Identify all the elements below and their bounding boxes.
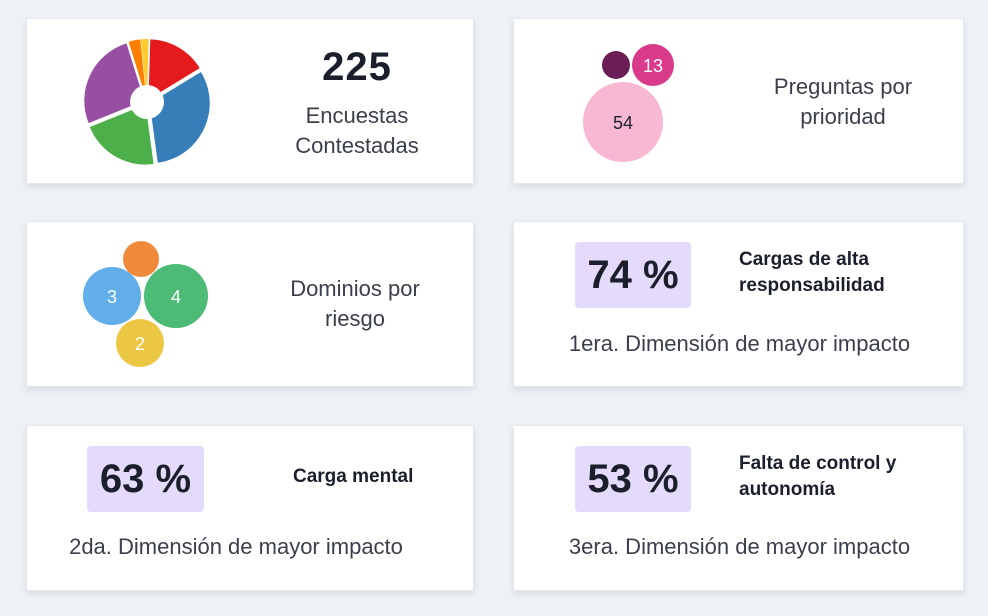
pie-slice-green — [89, 104, 154, 165]
surveys-card: 225 Encuestas Contestadas — [26, 18, 474, 184]
pie-slice-red — [148, 39, 200, 100]
surveys-label-line1: Encuestas — [305, 103, 409, 128]
priority-label-line1: Preguntas por — [773, 74, 913, 99]
bubble-4-label: 4 — [171, 287, 181, 307]
dimension2-card: 63 % Carga mental 2da. Dimensión de mayo… — [26, 425, 474, 591]
dimension1-subtitle: 1era. Dimensión de mayor impacto — [568, 331, 911, 356]
bubble-54-label: 54 — [613, 113, 633, 133]
priority-label-line2: prioridad — [800, 104, 886, 129]
dimension1-percent-badge: 74 % — [575, 242, 691, 308]
dimension3-percent-badge: 53 % — [575, 446, 691, 512]
domains-label-line2: riesgo — [325, 306, 385, 331]
surveys-count: 225 — [322, 45, 392, 89]
domains-card: 3 4 2 Dominios por riesgo — [26, 221, 474, 387]
dimension2-subtitle: 2da. Dimensión de mayor impacto — [69, 534, 403, 559]
dimension3-title-line1: Falta de control y — [739, 453, 897, 474]
dimension3-card: 53 % Falta de control y autonomía 3era. … — [513, 425, 964, 591]
bubble-3 — [83, 267, 141, 325]
surveys-label-line2: Contestadas — [295, 133, 419, 158]
pie-center-hole — [130, 85, 164, 119]
domains-bubble-chart: 3 4 2 — [83, 241, 208, 367]
dimension3-subtitle: 3era. Dimensión de mayor impacto — [568, 534, 911, 559]
dimension1-card: 74 % Cargas de alta responsabilidad 1era… — [513, 221, 964, 387]
domains-label-line1: Dominios por — [290, 276, 420, 301]
bubble-13 — [632, 44, 674, 86]
bubble-4 — [144, 264, 208, 328]
pie-slice-orange — [128, 39, 147, 100]
bubble-13-label: 13 — [643, 56, 663, 76]
bubble-3-label: 3 — [107, 287, 117, 307]
priority-bubble-chart: 13 54 — [583, 44, 674, 162]
dimension2-percent-badge: 63 % — [87, 446, 204, 512]
pie-slice-yellow — [140, 39, 149, 100]
bubble-orange — [123, 241, 159, 277]
bubble-2-label: 2 — [135, 334, 145, 354]
surveys-pie-chart — [84, 39, 210, 165]
dimension2-title-line1: Carga mental — [293, 466, 414, 487]
bubble-54 — [583, 82, 663, 162]
bubble-2 — [116, 319, 164, 367]
pie-slice-blue — [149, 71, 210, 163]
dimension1-title-line2: responsabilidad — [739, 275, 885, 296]
dimension1-title-line1: Cargas de alta — [739, 249, 869, 270]
bubble-dark — [602, 51, 630, 79]
dimension3-title-line2: autonomía — [739, 479, 836, 500]
priority-card: 13 54 Preguntas por prioridad — [513, 18, 964, 184]
pie-slice-purple — [84, 43, 145, 124]
